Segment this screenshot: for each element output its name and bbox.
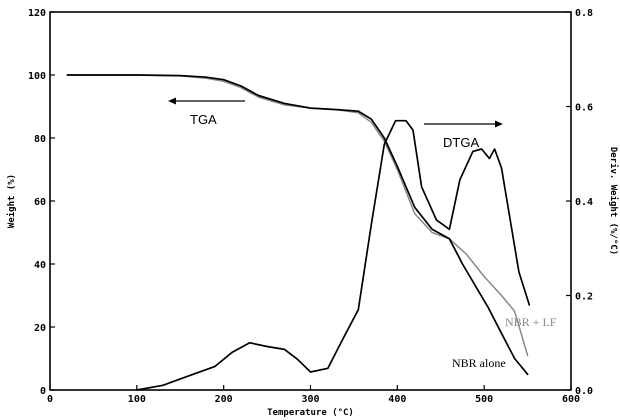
series-dtga-line [135, 119, 531, 391]
y-tick-label: 60 [34, 197, 46, 208]
y-tick-label: 20 [34, 323, 46, 334]
x-axis-label: Temperature (°C) [267, 408, 354, 418]
y-tick-label: 120 [28, 8, 46, 19]
series-nbr-lf-line [66, 74, 529, 357]
x-tick-label: 400 [388, 394, 406, 405]
y-tick-label: 80 [34, 134, 46, 145]
dtga-arrowhead-icon [495, 120, 503, 128]
plot-frame [49, 11, 572, 391]
x-tick-label: 600 [562, 394, 580, 405]
y-tick-label: 0 [40, 386, 46, 397]
series-layer [66, 74, 531, 391]
x-tick-label: 100 [128, 394, 146, 405]
nbr-lf-label: NBR + LF [505, 315, 557, 329]
x-tick-label: 0 [47, 394, 53, 405]
y2-axis-label: Deriv. Weight (%/°C) [608, 147, 619, 255]
x-tick-label: 500 [475, 394, 493, 405]
x-tick-label: 200 [215, 394, 233, 405]
axis-ticks: 0 100 200 300 400 500 600 0 20 40 60 80 100 120 0.0 0.2… [28, 8, 593, 405]
y2-tick-label: 0.8 [575, 8, 593, 19]
tga-label: TGA [190, 112, 217, 127]
y2-tick-label: 0.4 [575, 197, 593, 208]
tga-annotation: TGA [168, 97, 245, 127]
tga-arrowhead-icon [168, 97, 176, 105]
y-tick-label: 100 [28, 71, 46, 82]
y-tick-label: 40 [34, 260, 46, 271]
y2-tick-label: 0.0 [575, 386, 593, 397]
y2-tick-label: 0.6 [575, 103, 593, 114]
dtga-annotation: DTGA [424, 120, 503, 150]
nbr-alone-label: NBR alone [452, 356, 506, 370]
y2-tick-label: 0.2 [575, 292, 593, 303]
x-tick-label: 300 [301, 394, 319, 405]
dtga-label: DTGA [443, 135, 479, 150]
y-axis-label: Weight (%) [6, 174, 17, 228]
series-nbr-alone-line [66, 74, 529, 376]
